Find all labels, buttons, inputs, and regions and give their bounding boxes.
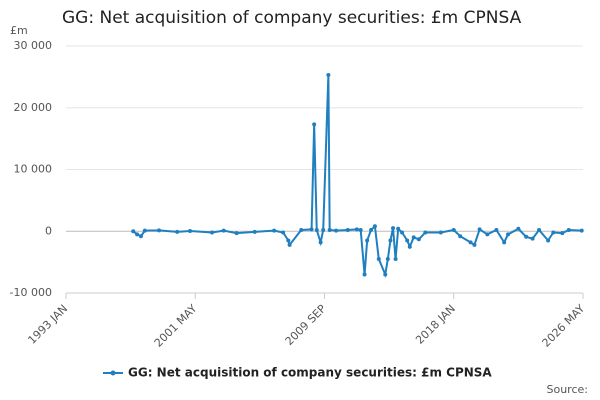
point xyxy=(451,228,456,233)
legend-label: GG: Net acquisition of company securitie… xyxy=(128,366,492,380)
point xyxy=(524,234,529,239)
point xyxy=(135,232,140,237)
legend-marker xyxy=(110,370,116,376)
point xyxy=(383,272,388,277)
point xyxy=(391,226,396,231)
point xyxy=(334,228,339,233)
point xyxy=(537,228,542,233)
point xyxy=(405,238,410,243)
point xyxy=(369,228,374,233)
point xyxy=(530,236,535,241)
point xyxy=(385,257,390,262)
point xyxy=(157,228,162,233)
x-tick-label: 2001 MAY xyxy=(152,302,200,350)
y-tick-label: 10 000 xyxy=(14,163,53,176)
point xyxy=(477,227,482,232)
x-tick-label: 2009 SEP xyxy=(283,302,329,348)
point xyxy=(286,238,291,243)
chart-title: GG: Net acquisition of company securitie… xyxy=(62,8,522,28)
x-tick-label: 1993 JAN xyxy=(25,302,70,347)
point xyxy=(472,242,477,247)
point xyxy=(579,228,584,233)
point xyxy=(393,257,398,262)
point xyxy=(138,234,143,239)
point xyxy=(516,226,521,231)
point xyxy=(458,234,463,239)
point xyxy=(281,230,286,235)
point xyxy=(318,240,323,245)
point xyxy=(358,228,363,233)
point xyxy=(314,228,319,233)
point xyxy=(309,227,314,232)
point xyxy=(438,230,443,235)
y-tick-label: 0 xyxy=(45,224,52,237)
point xyxy=(416,237,421,242)
point xyxy=(468,240,473,245)
y-tick-label: 30 000 xyxy=(14,39,53,52)
point xyxy=(376,257,381,262)
point xyxy=(502,240,507,245)
series-line xyxy=(132,74,582,279)
point xyxy=(551,230,556,235)
y-tick-label: 20 000 xyxy=(14,101,53,114)
point xyxy=(326,73,331,78)
point xyxy=(365,238,370,243)
y-unit: £m xyxy=(10,24,28,37)
point xyxy=(362,272,367,277)
point xyxy=(560,231,565,236)
point xyxy=(388,238,393,243)
point xyxy=(312,122,317,127)
point xyxy=(272,228,277,233)
x-tick-label: 2026 MAY xyxy=(540,302,588,350)
point xyxy=(345,228,350,233)
point xyxy=(506,232,511,237)
point xyxy=(299,228,304,233)
point xyxy=(494,228,499,233)
point xyxy=(400,230,405,235)
point xyxy=(142,228,147,233)
point xyxy=(411,235,416,240)
point xyxy=(396,226,401,231)
x-tick-label: 2018 JAN xyxy=(413,302,458,347)
point xyxy=(287,242,292,247)
point xyxy=(372,224,377,229)
point xyxy=(354,227,359,232)
point xyxy=(327,228,332,233)
point xyxy=(485,232,490,237)
point xyxy=(234,231,239,236)
point xyxy=(131,229,136,234)
source: Source: xyxy=(547,383,589,396)
point xyxy=(566,228,571,233)
point xyxy=(321,228,326,233)
point xyxy=(210,230,215,235)
point xyxy=(188,228,193,233)
point xyxy=(221,228,226,233)
point xyxy=(175,229,180,234)
point xyxy=(407,244,412,249)
point xyxy=(546,238,551,243)
point xyxy=(423,230,428,235)
point xyxy=(252,229,257,234)
y-tick-label: -10 000 xyxy=(10,286,52,299)
